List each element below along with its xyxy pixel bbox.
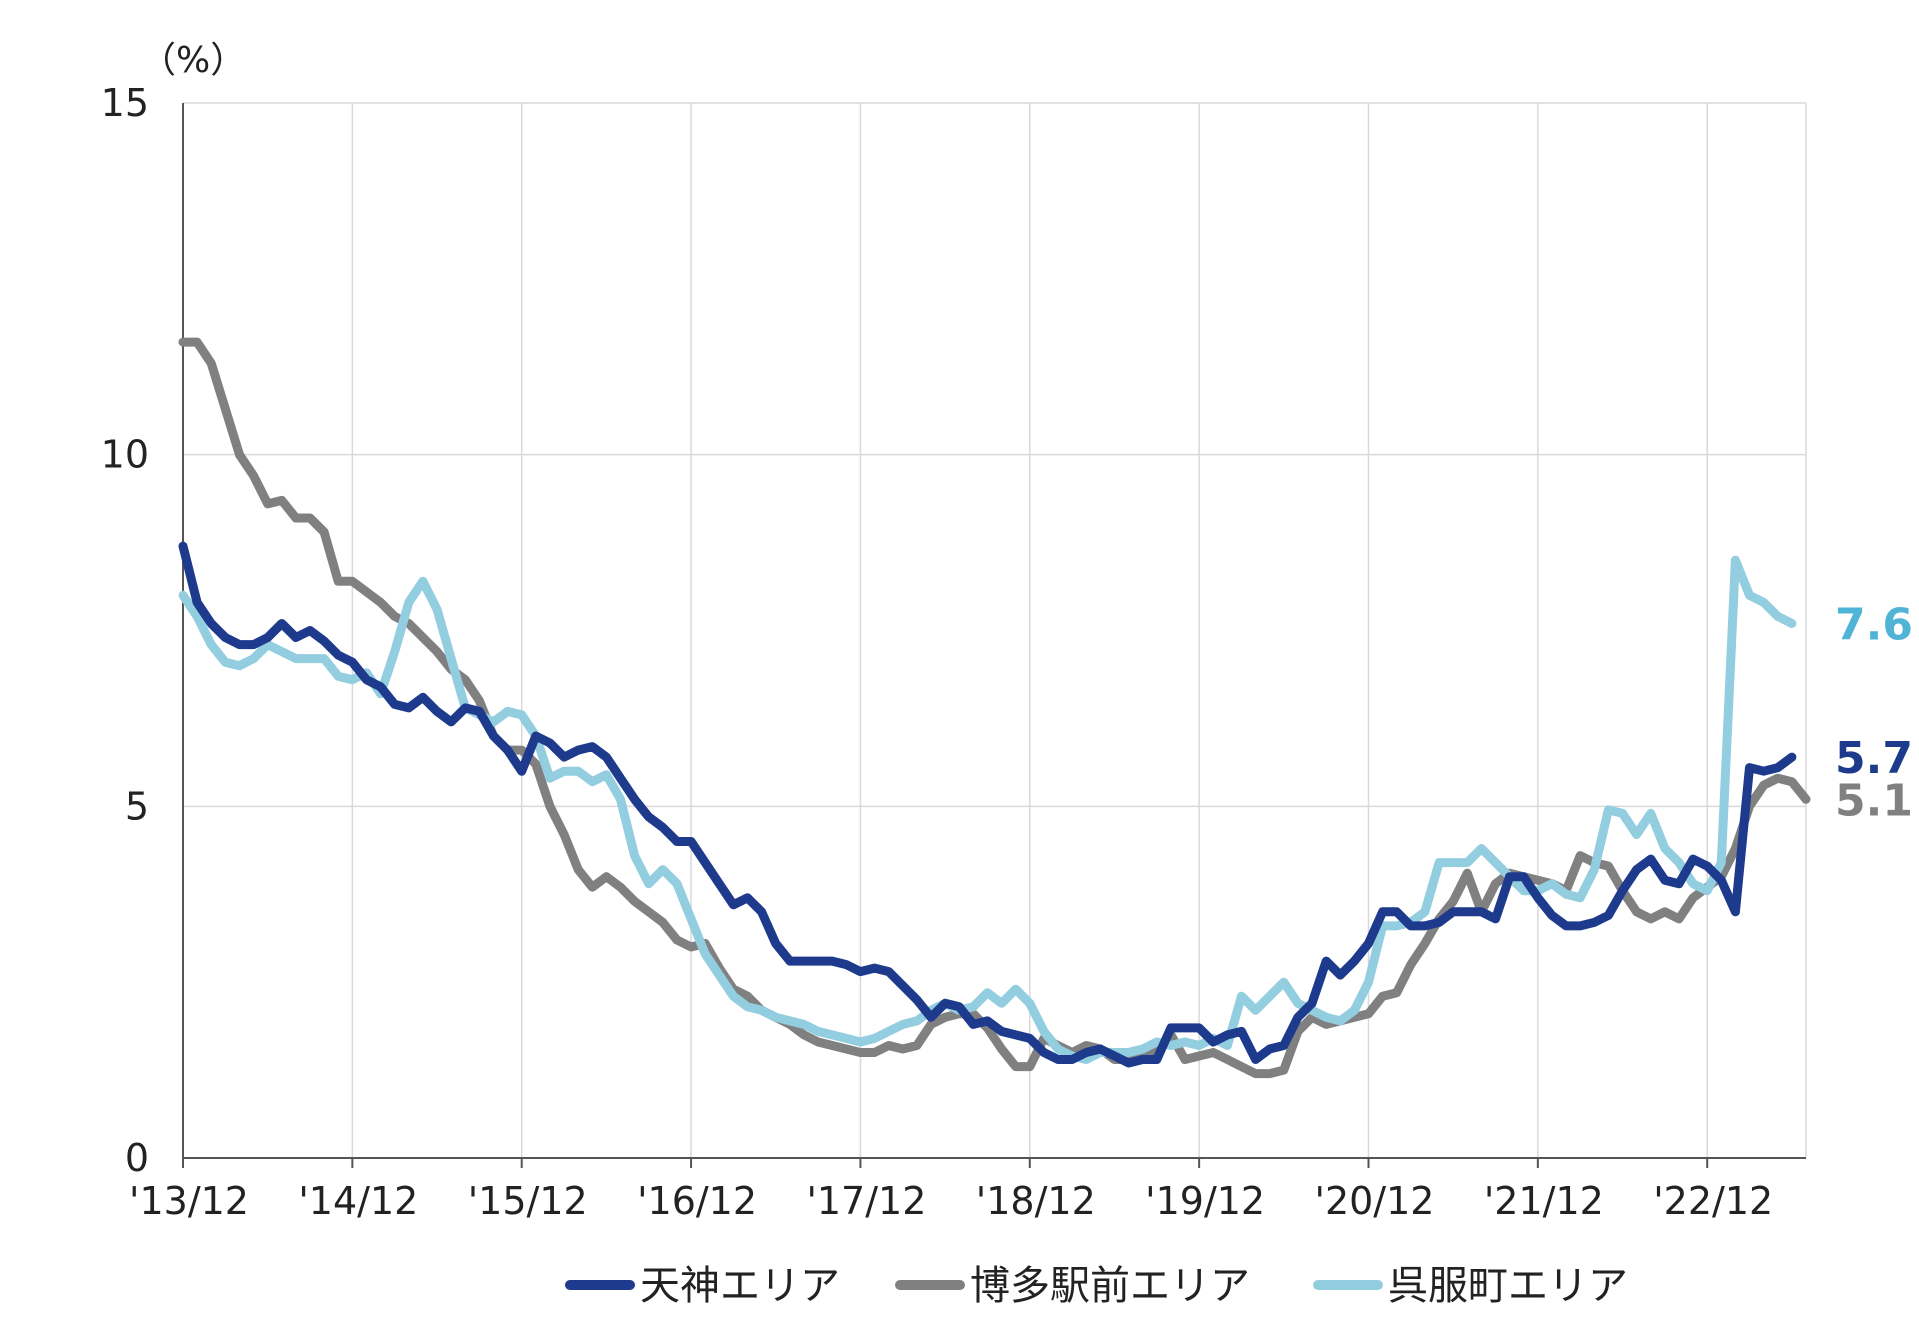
axes <box>182 103 1806 1168</box>
grid-lines <box>183 102 1807 1158</box>
legend-item: 天神エリア <box>565 1263 840 1309</box>
legend-item: 呉服町エリア <box>1313 1263 1628 1309</box>
x-tick-label: '21/12 <box>1484 1179 1604 1223</box>
y-tick-label: 5 <box>125 784 149 828</box>
legend: 天神エリア 博多駅前エリア 呉服町エリア <box>565 1263 1628 1309</box>
y-tick-labels: 0 5 10 15 <box>101 81 149 1180</box>
x-tick-label: '18/12 <box>976 1179 1096 1223</box>
legend-item: 博多駅前エリア <box>895 1263 1250 1309</box>
x-tick-labels: '13/12 '14/12 '15/12 '16/12 '17/12 '18/12 '19/… <box>129 1179 1773 1223</box>
legend-label: 博多駅前エリア <box>970 1263 1250 1309</box>
x-tick-label: '14/12 <box>298 1179 418 1223</box>
end-value-labels: 5.1 7.6 5.7 <box>1835 599 1913 826</box>
series-line <box>178 555 1797 1064</box>
legend-label: 天神エリア <box>640 1263 840 1309</box>
x-tick-label: '15/12 <box>468 1179 588 1223</box>
x-tick-label: '17/12 <box>806 1179 926 1223</box>
series-lines <box>178 337 1811 1079</box>
x-tick-label: '20/12 <box>1315 1179 1435 1223</box>
end-value-label: 7.6 <box>1835 599 1913 650</box>
y-unit-label: （%） <box>140 40 246 81</box>
x-tick-label: '22/12 <box>1653 1179 1773 1223</box>
legend-label: 呉服町エリア <box>1388 1263 1628 1309</box>
x-tick-label: '13/12 <box>129 1179 249 1223</box>
y-tick-label: 10 <box>101 433 149 477</box>
x-tick-label: '16/12 <box>637 1179 757 1223</box>
end-value-label: 5.1 <box>1835 775 1913 826</box>
series-line <box>178 337 1811 1079</box>
y-tick-label: 15 <box>101 81 149 125</box>
series-line <box>178 541 1797 1068</box>
x-tick-label: '19/12 <box>1145 1179 1265 1223</box>
end-value-label: 5.7 <box>1835 733 1913 784</box>
y-tick-label: 0 <box>125 1136 149 1180</box>
